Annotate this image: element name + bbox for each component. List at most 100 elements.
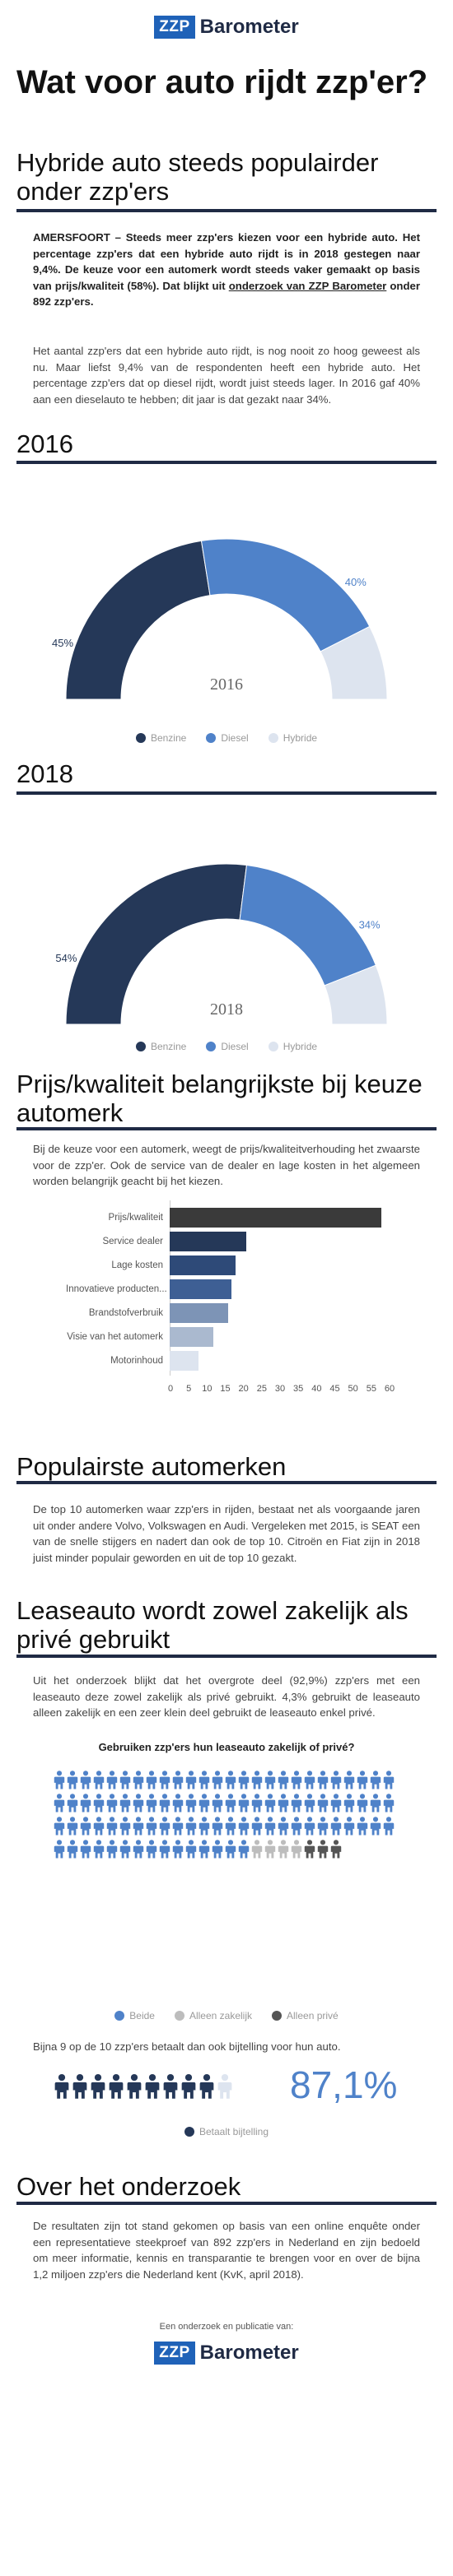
pie-slice-hybride xyxy=(324,964,388,1025)
pie-slice-hybride xyxy=(320,625,388,700)
person-icon xyxy=(251,1794,263,1812)
brand-logo: ZZP Barometer xyxy=(0,13,453,41)
x-tick-label: 50 xyxy=(348,1384,358,1394)
person-icon xyxy=(357,1794,368,1812)
pie-slice-benzine xyxy=(65,863,247,1025)
person-icon xyxy=(133,1817,144,1836)
person-icon xyxy=(67,1794,78,1812)
person-icon xyxy=(225,1794,236,1812)
person-icon xyxy=(163,2073,178,2104)
intro-bold-2: onder 892 zzp'ers. xyxy=(33,279,420,309)
person-icon xyxy=(54,2073,69,2104)
legend-label: Beide xyxy=(129,2010,155,2021)
merken-body: De top 10 automerken waar zzp'ers in rij… xyxy=(33,1503,420,1564)
bar xyxy=(170,1279,232,1299)
person-icon xyxy=(383,1794,395,1812)
person-icon xyxy=(264,1794,276,1812)
bar-row: Visie van het automerk xyxy=(66,1325,214,1349)
chart-center-title: 2018 xyxy=(210,1000,243,1019)
person-icon xyxy=(212,1771,223,1789)
person-icon xyxy=(330,1794,342,1812)
bijtelling-pictogram xyxy=(53,2073,292,2103)
x-tick-label: 20 xyxy=(238,1384,249,1394)
person-icon xyxy=(238,1817,250,1836)
legend-dot xyxy=(135,733,146,743)
legend-item: Beide xyxy=(114,2010,155,2021)
intro-bold-1: AMERSFOORT – Steeds meer zzp'ers kiezen … xyxy=(33,231,420,292)
legend-item: Diesel xyxy=(206,1041,249,1052)
person-icon xyxy=(225,1817,236,1836)
person-icon xyxy=(109,2073,124,2104)
person-icon xyxy=(185,1794,197,1812)
pie-slice-label: 54% xyxy=(55,952,77,964)
bar-row: Innovatieve producten... xyxy=(66,1277,232,1302)
person-icon xyxy=(172,1794,184,1812)
lease-pictogram xyxy=(53,1771,400,1863)
legend-label: Hybride xyxy=(283,732,318,744)
person-icon xyxy=(181,2073,196,2104)
section-title-lease: Leaseauto wordt zowel zakelijk als privé… xyxy=(16,1596,409,1654)
person-icon xyxy=(80,1771,91,1789)
person-icon xyxy=(185,1840,197,1859)
person-icon xyxy=(225,1771,236,1789)
person-icon xyxy=(264,1817,276,1836)
person-icon xyxy=(264,1771,276,1789)
person-icon xyxy=(159,1771,170,1789)
person-icon xyxy=(185,1817,197,1836)
person-icon xyxy=(291,1794,302,1812)
person-icon xyxy=(54,1794,65,1812)
person-icon xyxy=(238,1794,250,1812)
bar-row: Brandstofverbruik xyxy=(66,1301,228,1325)
person-icon xyxy=(212,1794,223,1812)
lease-body: Uit het onderzoek blijkt dat het overgro… xyxy=(33,1674,420,1719)
person-icon xyxy=(198,1840,210,1859)
section-title-2018: 2018 xyxy=(16,759,73,788)
person-icon xyxy=(198,1794,210,1812)
legend-dot xyxy=(272,2011,283,2021)
person-icon xyxy=(172,1840,184,1859)
logo-text: Barometer xyxy=(199,16,299,38)
x-tick-label: 55 xyxy=(366,1384,376,1394)
person-icon xyxy=(217,2073,232,2104)
person-icon xyxy=(133,1771,144,1789)
legend-item: Benzine xyxy=(135,1041,186,1052)
person-icon xyxy=(291,1817,302,1836)
legend-label: Alleen zakelijk xyxy=(189,2010,253,2021)
x-tick-label: 45 xyxy=(329,1384,340,1394)
person-icon xyxy=(225,1840,236,1859)
bar-category-label: Visie van het automerk xyxy=(67,1332,163,1342)
legend-label: Hybride xyxy=(283,1041,318,1052)
person-icon xyxy=(159,1840,170,1859)
x-tick-label: 40 xyxy=(311,1384,322,1394)
person-icon xyxy=(159,1817,170,1836)
legend-label: Benzine xyxy=(150,732,187,744)
person-icon xyxy=(93,1794,105,1812)
legend-item: Hybride xyxy=(268,732,318,744)
person-icon xyxy=(278,1794,289,1812)
person-icon xyxy=(383,1817,395,1836)
intro-link[interactable]: onderzoek van ZZP Barometer xyxy=(228,279,387,292)
legend-dot xyxy=(174,2011,184,2021)
person-icon xyxy=(317,1794,329,1812)
legend-label: Betaalt bijtelling xyxy=(198,2126,269,2137)
pie-slice-label: 45% xyxy=(52,637,73,649)
person-icon xyxy=(146,1840,157,1859)
person-icon xyxy=(370,1817,381,1836)
person-icon xyxy=(106,1817,118,1836)
legend-item: Alleen zakelijk xyxy=(174,2010,253,2021)
legend-item: Benzine xyxy=(135,732,187,744)
bar-category-label: Service dealer xyxy=(102,1237,163,1246)
person-icon xyxy=(93,1771,105,1789)
logo-box: ZZP xyxy=(154,2342,195,2365)
hybride-body: Het aantal zzp'ers dat een hybride auto … xyxy=(33,345,420,406)
person-icon xyxy=(343,1794,355,1812)
person-icon xyxy=(146,1794,157,1812)
person-icon xyxy=(212,1840,223,1859)
person-icon xyxy=(317,1817,329,1836)
person-icon xyxy=(317,1840,329,1859)
bar xyxy=(170,1351,199,1371)
person-icon xyxy=(67,1840,78,1859)
person-icon xyxy=(199,2073,214,2104)
section-title-merken: Populairste automerken xyxy=(16,1452,287,1481)
person-icon xyxy=(317,1771,329,1789)
